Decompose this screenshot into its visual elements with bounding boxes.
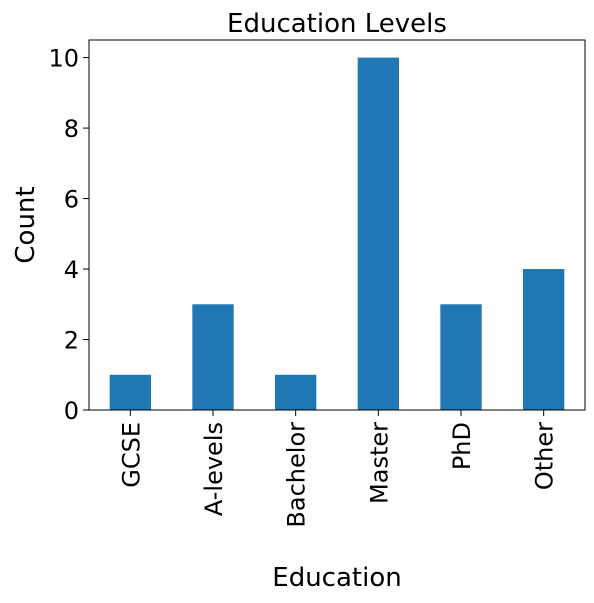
x-tick-label: A-levels — [200, 422, 228, 516]
bar — [109, 374, 151, 410]
y-axis-label: Count — [11, 186, 41, 263]
y-tick-label: 0 — [64, 397, 79, 425]
chart-title: Education Levels — [227, 9, 447, 39]
y-tick-label: 2 — [64, 327, 79, 355]
x-tick-label: GCSE — [117, 422, 145, 488]
x-tick-label: PhD — [448, 422, 476, 470]
x-tick-label: Other — [531, 422, 559, 490]
x-axis-label: Education — [272, 563, 401, 593]
y-tick-label: 10 — [48, 45, 79, 73]
plot-frame — [88, 39, 586, 411]
x-tick-label: Bachelor — [283, 422, 311, 528]
bar — [192, 304, 234, 410]
bar — [523, 269, 565, 410]
bar — [357, 57, 399, 410]
bar — [275, 374, 317, 410]
bar — [440, 304, 482, 410]
y-tick-label: 8 — [64, 115, 79, 143]
y-tick-label: 6 — [64, 186, 79, 214]
x-tick-label: Master — [365, 422, 393, 504]
y-tick-label: 4 — [64, 256, 79, 284]
